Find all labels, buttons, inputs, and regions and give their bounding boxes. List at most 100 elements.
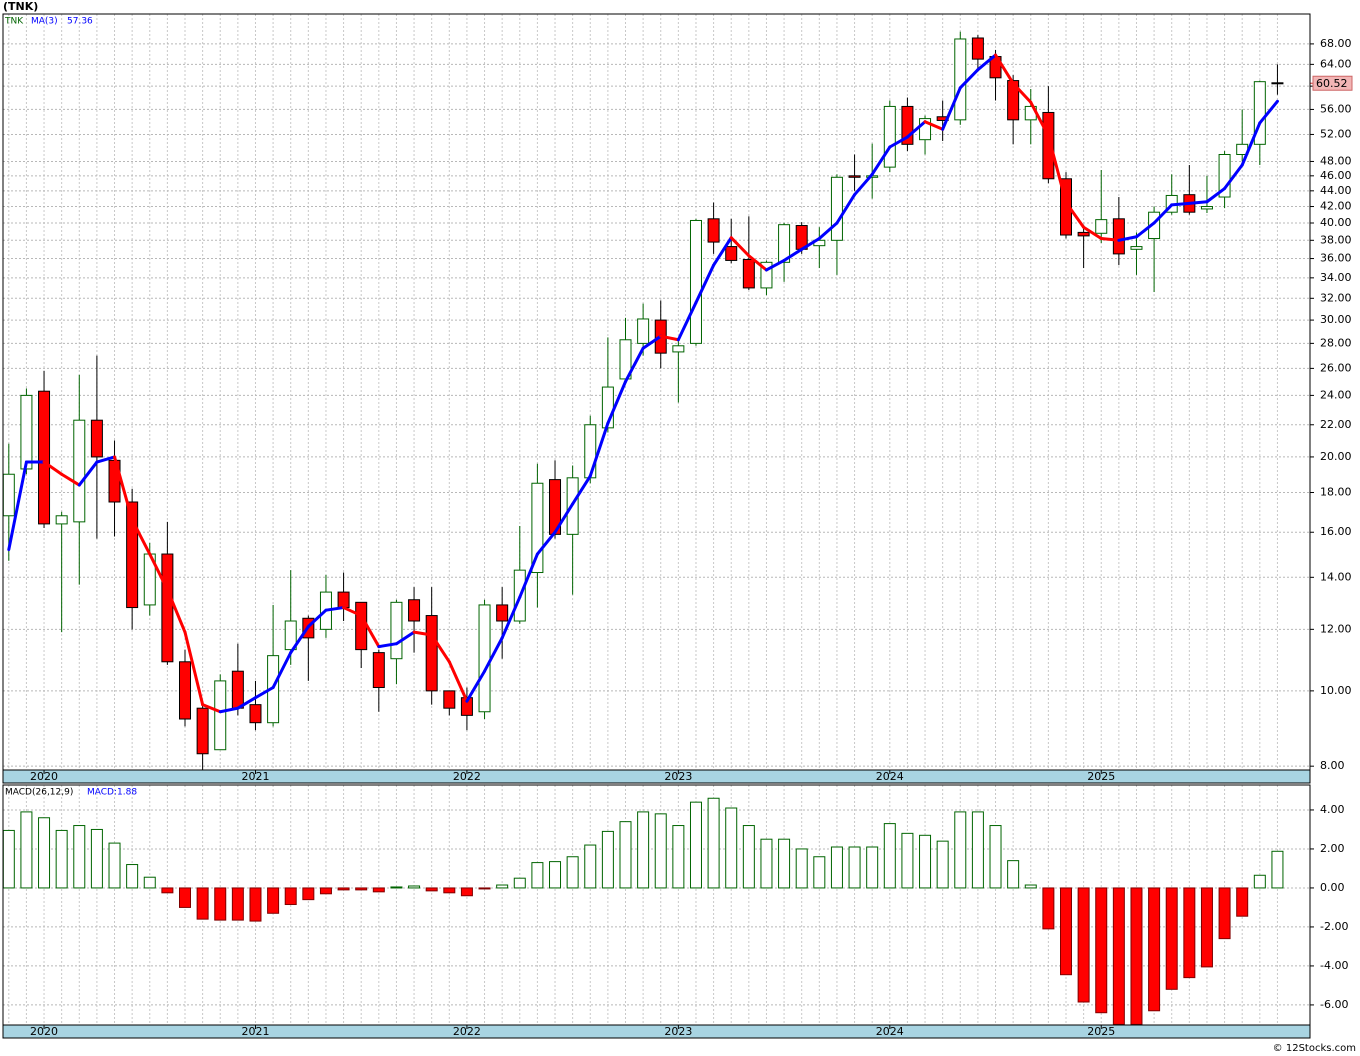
ma-line-segment xyxy=(1152,203,1174,225)
macd-bar xyxy=(1095,887,1108,1014)
candle-body xyxy=(355,601,368,651)
candle-body xyxy=(390,601,403,660)
ma-line-segment xyxy=(1223,163,1244,191)
ma-line-segment xyxy=(289,625,310,655)
y-tick-label: 26.00 xyxy=(1320,361,1352,374)
ma-line-segment xyxy=(377,642,398,649)
candle-body xyxy=(1077,231,1090,237)
candle-body xyxy=(179,661,191,720)
macd-bar xyxy=(196,887,209,920)
macd-bar xyxy=(214,887,227,921)
ma-line-segment xyxy=(306,608,328,629)
ma-line-segment xyxy=(994,53,1015,85)
candle-body xyxy=(1112,218,1125,255)
macd-bar xyxy=(496,884,509,889)
y-tick-label: 12.00 xyxy=(1320,622,1352,635)
macd-bar xyxy=(672,825,685,889)
ma-line-segment xyxy=(535,530,557,556)
ma-line-segment xyxy=(588,421,610,478)
ma-line-segment xyxy=(606,380,627,425)
candle-body xyxy=(531,482,544,574)
macd-bar xyxy=(460,887,473,897)
ma-line-segment xyxy=(1205,187,1227,204)
candle-body xyxy=(848,175,861,178)
macd-bar xyxy=(901,832,914,889)
macd-bar xyxy=(355,887,368,891)
candle-body xyxy=(73,419,86,523)
ma-line-segment xyxy=(1099,237,1121,242)
macd-bar xyxy=(249,887,262,922)
ma-line-segment xyxy=(271,651,293,690)
macd-panel-frame xyxy=(2,784,1311,1026)
y-tick-label: 8.00 xyxy=(1320,759,1345,772)
candle-body xyxy=(901,105,914,145)
macd-bar xyxy=(161,887,174,894)
ma-line-segment xyxy=(7,460,28,552)
ma-line-segment xyxy=(888,135,909,149)
candle-body xyxy=(284,620,297,651)
ma-line-segment xyxy=(976,53,998,72)
macd-bar xyxy=(584,844,597,889)
ma-line-segment xyxy=(253,686,275,700)
ma-line-segment xyxy=(835,193,857,225)
macd-bar xyxy=(1236,887,1249,917)
x-tick-label: 2022 xyxy=(453,770,481,783)
y-tick-label: 42.00 xyxy=(1320,200,1352,213)
ma-line-segment xyxy=(764,258,786,272)
y-tick-label: -2.00 xyxy=(1320,920,1348,933)
ma-line-segment xyxy=(1240,121,1262,167)
y-tick-label: 64.00 xyxy=(1320,57,1352,70)
ma-line-segment xyxy=(342,606,363,618)
candle-body xyxy=(425,615,438,692)
y-tick-label: -6.00 xyxy=(1320,998,1348,1011)
chart-title: (TNK) xyxy=(3,0,38,13)
x-tick-label: 2025 xyxy=(1087,1025,1115,1038)
candle-body xyxy=(919,118,932,141)
x-tick-label: 2020 xyxy=(30,1025,58,1038)
macd-bar xyxy=(1148,887,1161,1012)
candle-body xyxy=(20,394,33,470)
y-tick-label: 16.00 xyxy=(1320,525,1352,538)
ma-line-segment xyxy=(1046,134,1068,205)
macd-bar xyxy=(1271,850,1284,889)
ma-line-segment xyxy=(676,301,698,342)
candle-body xyxy=(1148,211,1161,240)
candle-body xyxy=(778,224,791,263)
macd-bar xyxy=(1077,887,1090,1003)
candle-body xyxy=(478,604,491,713)
macd-bar xyxy=(55,829,68,889)
candle-body xyxy=(672,345,685,353)
macd-bar xyxy=(2,829,15,889)
candle-body xyxy=(1271,82,1284,85)
x-tick-label: 2024 xyxy=(876,1025,904,1038)
macd-bar xyxy=(848,846,861,889)
macd-bar xyxy=(566,856,579,889)
ma-line-segment xyxy=(694,263,716,305)
ma-line-segment xyxy=(1011,81,1033,104)
macd-bar xyxy=(531,862,544,889)
ma-line-segment xyxy=(359,614,381,649)
ma-line-segment xyxy=(236,696,257,710)
ma-line-segment xyxy=(183,630,205,707)
ma-line-segment xyxy=(659,334,680,342)
x-tick-label: 2021 xyxy=(241,1025,269,1038)
ma-line-segment xyxy=(447,660,469,703)
macd-bar xyxy=(689,801,702,889)
ma-line-segment xyxy=(465,669,487,703)
ma-line-segment xyxy=(1170,201,1191,207)
macd-bar xyxy=(1042,887,1055,930)
macd-bar xyxy=(1024,884,1037,889)
macd-bar xyxy=(302,887,315,901)
x-tick-label: 2025 xyxy=(1087,770,1115,783)
y-tick-label: 48.00 xyxy=(1320,154,1352,167)
candle-body xyxy=(1130,246,1143,250)
candle-body xyxy=(954,38,967,121)
macd-bar xyxy=(443,887,456,894)
candle-body xyxy=(372,652,385,689)
macd-bar xyxy=(619,821,632,889)
ma-line-segment xyxy=(800,237,821,251)
y-tick-label: 14.00 xyxy=(1320,570,1352,583)
y-tick-label: 4.00 xyxy=(1320,803,1345,816)
candle-body xyxy=(830,176,843,241)
price-panel-frame xyxy=(2,13,1311,771)
